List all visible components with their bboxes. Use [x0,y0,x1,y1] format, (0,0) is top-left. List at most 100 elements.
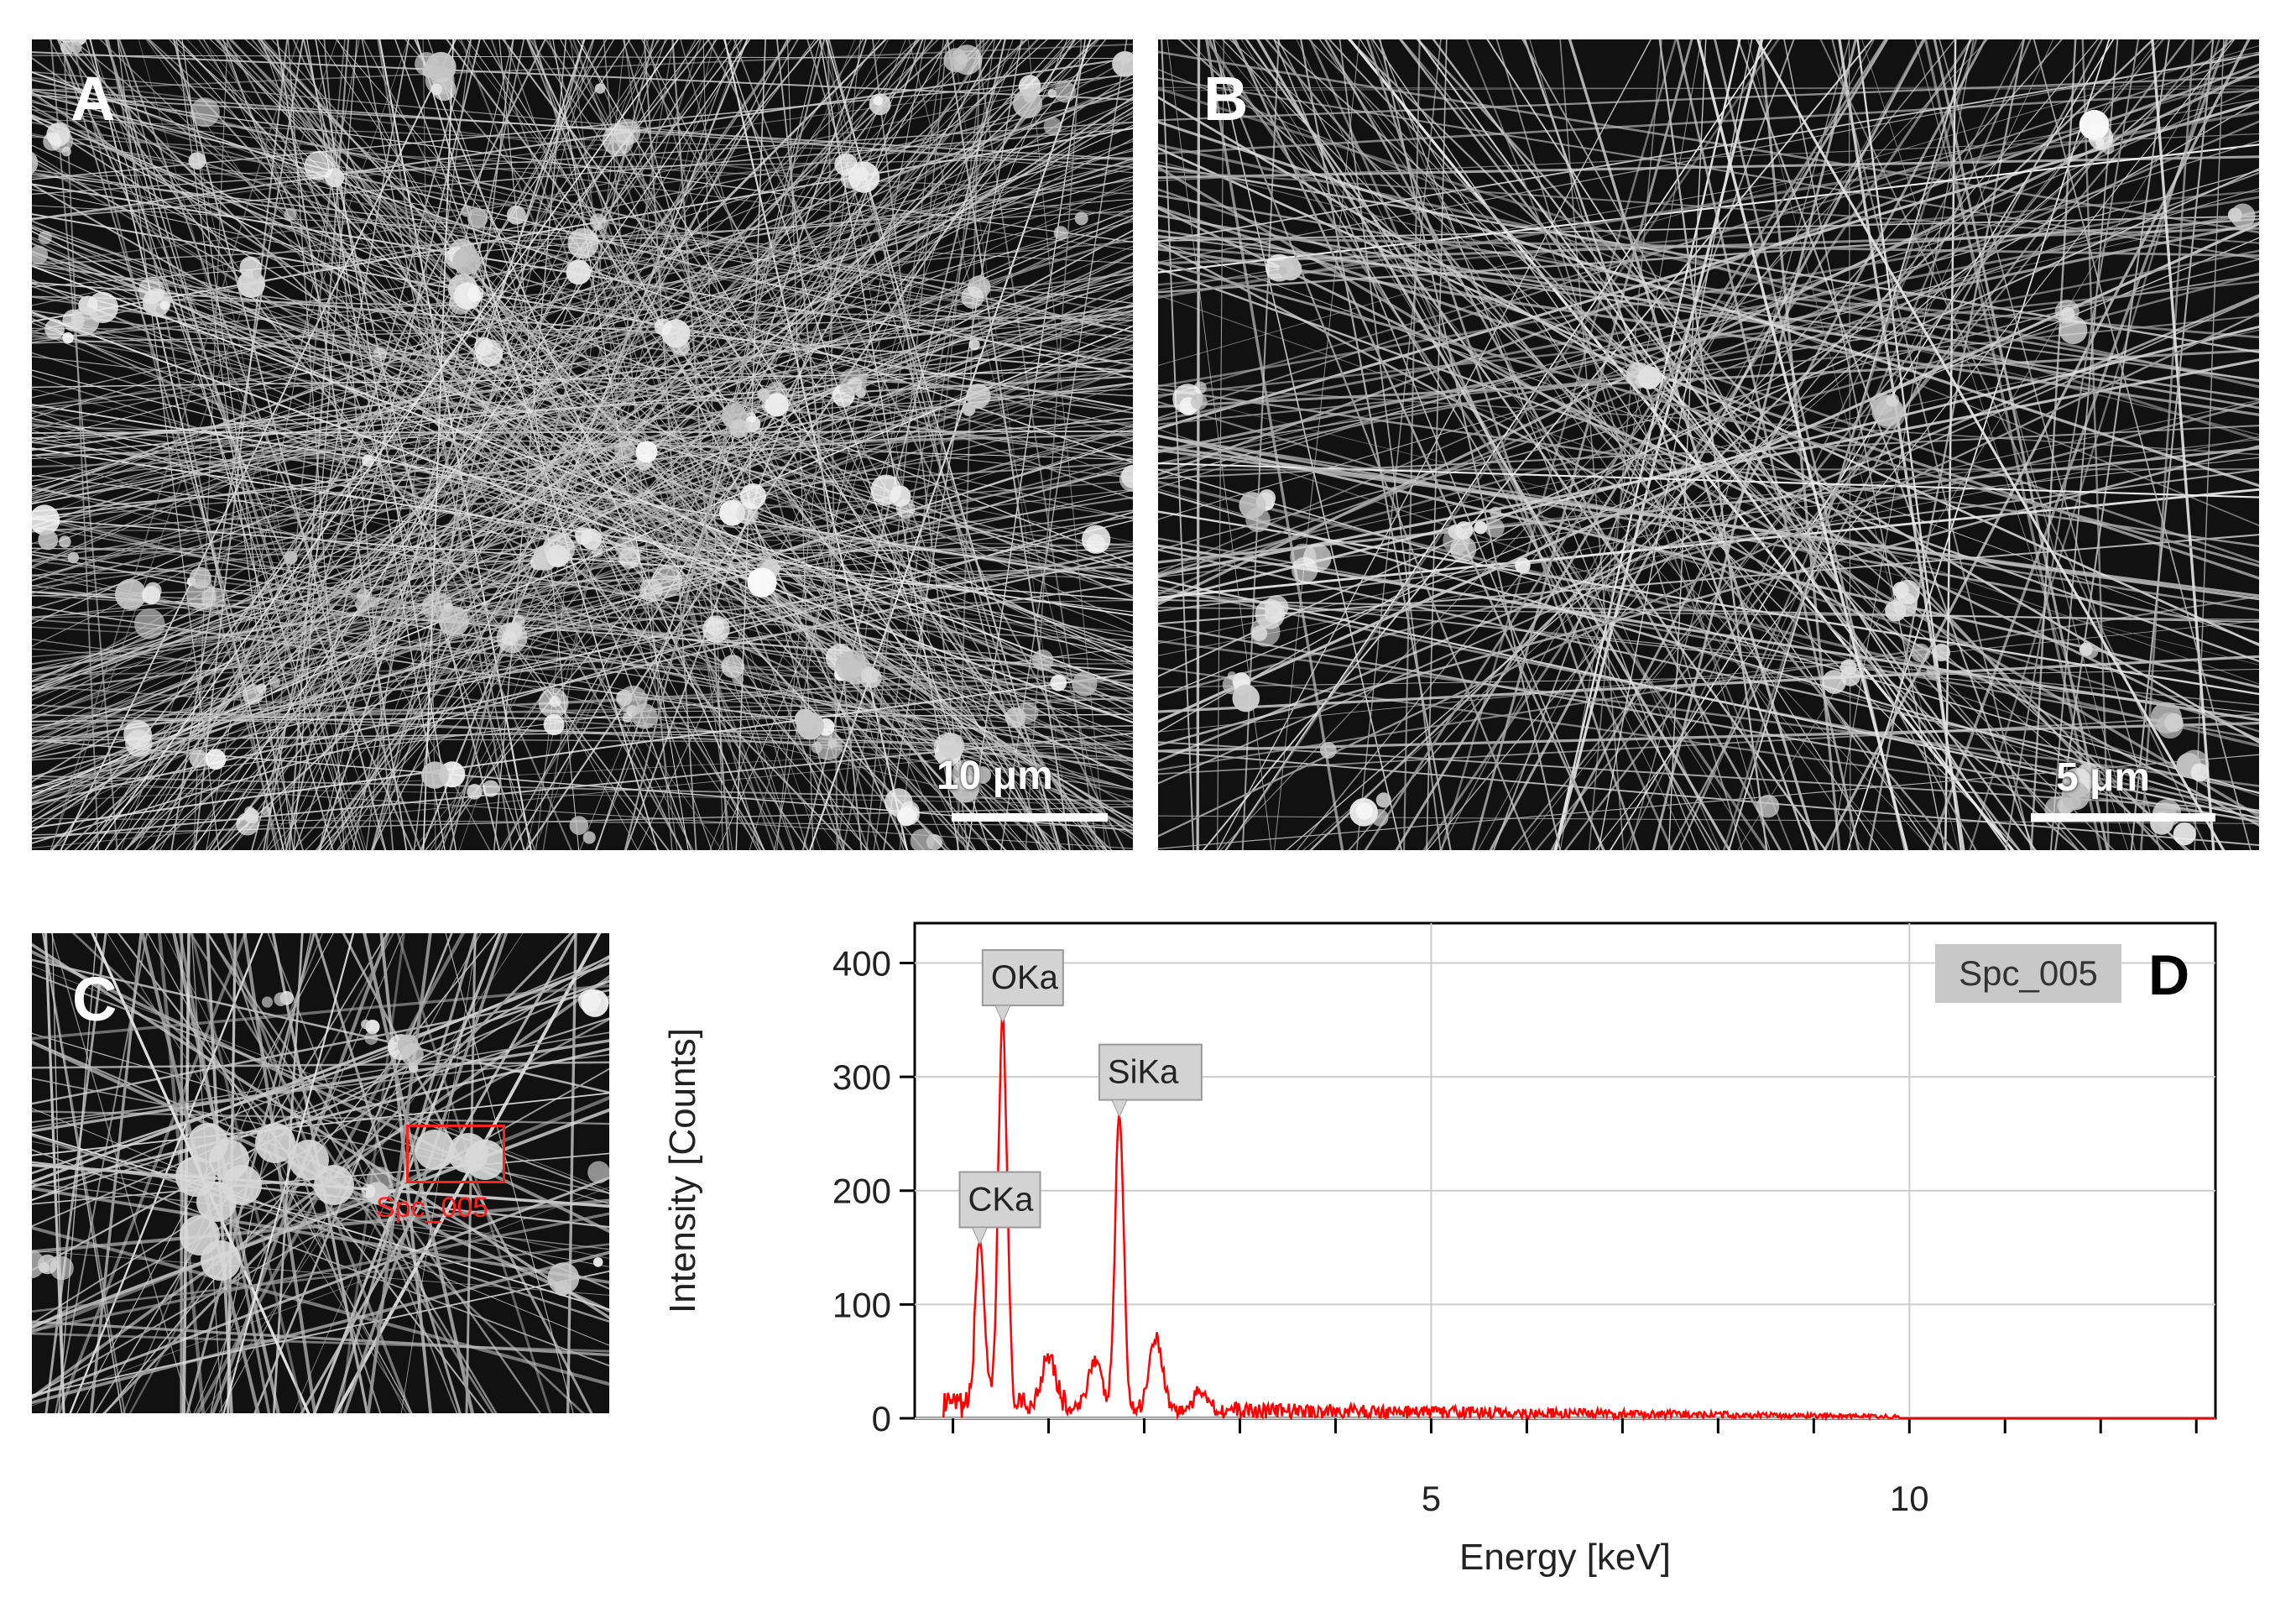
particle [1912,644,1931,663]
particle [1927,666,1941,680]
particle [39,231,52,244]
particle [567,228,598,259]
particle [897,807,916,827]
panel-label-c: C [72,963,117,1035]
particle [71,306,100,335]
particle [1239,492,1265,519]
particle [639,578,663,602]
particle [2102,143,2114,154]
particle [636,441,658,462]
particle [244,808,259,823]
particle [702,615,729,642]
peak-label-oka: OKa [983,950,1063,1022]
particle [243,684,264,705]
particle [61,147,71,157]
fiber [1234,39,1838,850]
particle [549,696,561,707]
particle [2095,138,2105,147]
peak-label-text: SiKa [1108,1054,1179,1091]
particle [50,1256,73,1280]
particle [38,530,58,550]
particle [747,567,776,597]
fiber-network-image [32,39,1133,850]
particle [871,475,902,506]
y-tick-label: 200 [832,1172,891,1211]
particle [1251,625,1267,641]
particle [848,377,863,392]
particle [1886,394,1899,407]
particle [1474,521,1488,535]
fiber [32,1172,609,1404]
particle [39,1262,50,1273]
fiber-network-image [1158,39,2259,850]
particle [961,286,984,309]
particle [583,831,596,843]
particle [848,162,879,193]
particle [467,286,483,302]
peak-label-text: OKa [991,959,1059,996]
particle [1032,650,1054,671]
particle [401,1043,424,1066]
peak-label-pointer [995,1005,1010,1022]
particle [284,208,296,221]
particle [615,536,638,559]
particle [578,989,601,1012]
particle [262,996,273,1007]
fiber [1158,619,2259,733]
particle [305,151,334,180]
particle [1455,521,1474,540]
particle [1756,795,1779,817]
particle [547,1262,579,1294]
particle [595,83,606,94]
particle [262,806,272,817]
particle [201,1240,241,1281]
particle [575,527,592,545]
particle [1933,644,1950,661]
particle [1490,507,1501,519]
particle [362,455,373,467]
particle [361,1184,375,1198]
particle [138,278,165,305]
y-tick-label: 400 [832,943,891,983]
particle [593,1257,603,1267]
particle [1072,671,1098,697]
particle [757,389,770,401]
roi-label: Spc_005 [376,1192,488,1224]
fiber [1272,39,1361,850]
particle [544,534,575,565]
particle [44,319,65,339]
particle [134,608,164,639]
particle [815,733,843,760]
particle [2055,300,2079,324]
x-tick-label: 5 [1422,1479,1441,1518]
particle [1013,89,1042,118]
peak-label-text: CKa [968,1182,1035,1219]
particle [125,729,153,757]
particle [1279,266,1287,274]
particle [874,96,884,106]
particle [2173,822,2196,845]
particle [373,347,386,361]
particle [314,1165,354,1205]
particle [502,630,517,645]
roi-rectangle [406,1125,505,1183]
y-tick-label: 0 [872,1399,891,1438]
particle [1885,600,1906,621]
x-axis-label: Energy [keV] [1459,1537,1671,1578]
panel-label-b: B [1203,63,1248,134]
particle [190,567,211,589]
particle [570,816,589,835]
particle [476,339,504,367]
particle [68,552,79,563]
particle [62,332,73,343]
particle [1054,81,1076,103]
scale-bar-label-b: 5 μm [2056,754,2150,801]
particle [430,84,442,96]
particle [544,714,565,735]
particle [483,780,499,797]
particle [2079,110,2110,140]
particle [1191,394,1208,410]
particle [284,551,297,564]
particle [566,259,591,284]
